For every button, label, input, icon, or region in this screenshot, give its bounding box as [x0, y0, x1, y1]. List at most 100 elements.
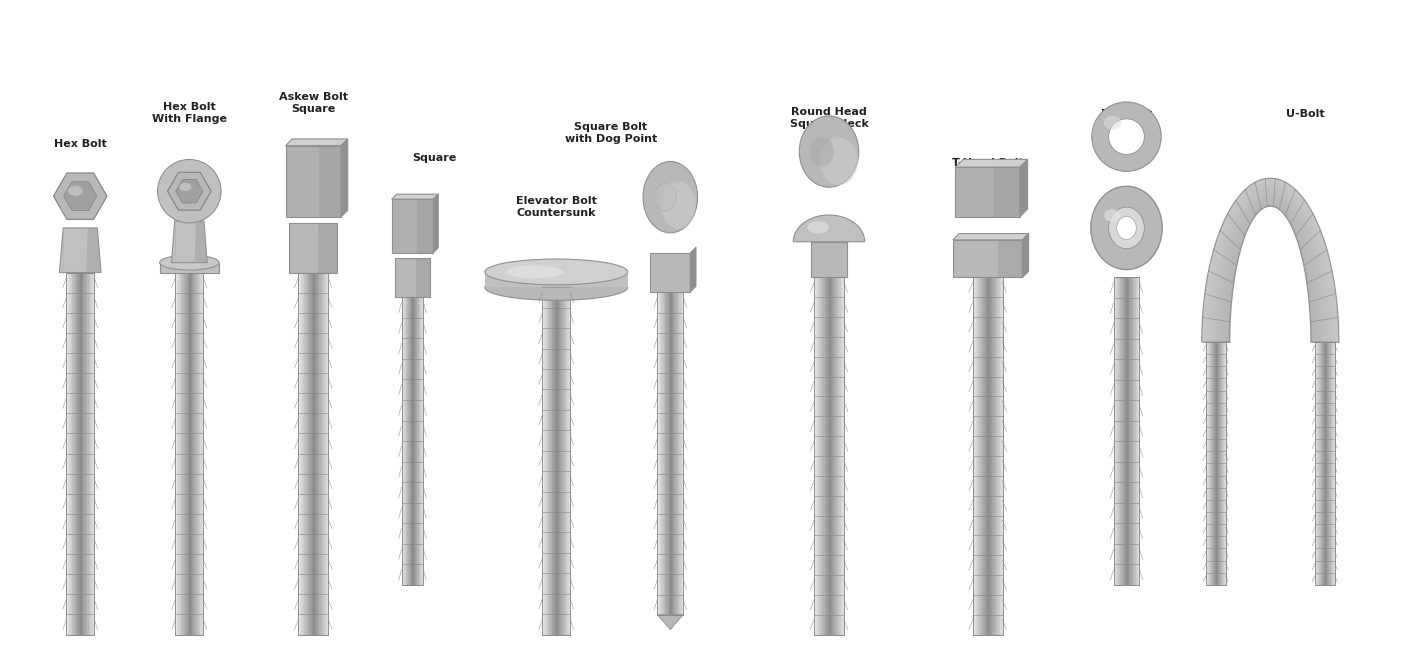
Bar	[564, 288, 565, 634]
Bar	[548, 288, 549, 634]
Ellipse shape	[160, 255, 219, 270]
Bar	[319, 273, 321, 634]
Bar	[67, 273, 68, 634]
Polygon shape	[392, 194, 439, 199]
Polygon shape	[956, 159, 1028, 167]
Bar	[79, 273, 81, 634]
Polygon shape	[953, 234, 1028, 240]
Bar	[310, 273, 312, 634]
Bar	[978, 278, 980, 634]
Bar	[299, 273, 300, 634]
Bar	[843, 278, 844, 634]
Bar	[321, 273, 323, 634]
Bar	[974, 278, 976, 634]
Bar	[316, 273, 317, 634]
Bar	[559, 288, 561, 634]
Bar	[650, 253, 690, 292]
Text: Square Bolt
with Dog Point: Square Bolt with Dog Point	[565, 122, 657, 144]
Text: Askew Bolt
Square: Askew Bolt Square	[279, 92, 348, 114]
Bar	[92, 273, 93, 634]
Bar	[200, 273, 201, 634]
Polygon shape	[1020, 159, 1028, 216]
Polygon shape	[286, 139, 348, 146]
Bar	[817, 278, 818, 634]
Bar	[395, 257, 430, 297]
Bar	[555, 288, 556, 634]
Bar	[552, 288, 554, 634]
Bar	[160, 263, 219, 273]
Bar	[309, 273, 310, 634]
Bar	[327, 273, 329, 634]
Text: Eye Bolt: Eye Bolt	[1100, 109, 1153, 119]
Bar	[1206, 342, 1226, 585]
Bar	[834, 278, 835, 634]
Bar	[840, 278, 841, 634]
Bar	[299, 273, 329, 634]
Ellipse shape	[654, 183, 677, 211]
Circle shape	[157, 159, 221, 223]
Bar	[986, 278, 988, 634]
Bar	[956, 167, 1020, 216]
Ellipse shape	[1103, 116, 1121, 130]
Bar	[549, 288, 551, 634]
Bar	[824, 278, 826, 634]
Bar	[835, 278, 837, 634]
Bar	[92, 273, 95, 634]
Bar	[187, 273, 188, 634]
Bar	[551, 288, 552, 634]
Bar	[816, 278, 817, 634]
Bar	[980, 278, 981, 634]
Circle shape	[1109, 119, 1144, 155]
Bar	[84, 273, 85, 634]
Bar	[74, 273, 75, 634]
Bar	[307, 273, 309, 634]
Bar	[566, 288, 568, 634]
Bar	[953, 240, 1022, 278]
Circle shape	[1092, 102, 1161, 171]
Polygon shape	[416, 257, 430, 297]
Bar	[995, 278, 997, 634]
Bar	[821, 278, 823, 634]
Text: Hex Bolt: Hex Bolt	[54, 138, 106, 149]
Ellipse shape	[68, 185, 82, 196]
Bar	[983, 278, 984, 634]
Text: Square: Square	[412, 153, 457, 163]
Bar	[177, 273, 178, 634]
Polygon shape	[167, 172, 211, 210]
Bar	[1001, 278, 1003, 634]
Bar	[190, 273, 191, 634]
Ellipse shape	[484, 259, 627, 285]
Polygon shape	[690, 247, 697, 292]
Ellipse shape	[180, 183, 191, 191]
Bar	[392, 199, 433, 253]
Bar	[181, 273, 183, 634]
Bar	[198, 273, 200, 634]
Bar	[183, 273, 184, 634]
Ellipse shape	[807, 221, 828, 234]
Bar	[312, 273, 313, 634]
Bar	[823, 278, 824, 634]
Bar	[85, 273, 86, 634]
Polygon shape	[1212, 189, 1328, 342]
Bar	[977, 278, 978, 634]
Bar	[193, 273, 194, 634]
Polygon shape	[176, 179, 202, 203]
Polygon shape	[1205, 182, 1335, 342]
Bar	[75, 273, 76, 634]
Bar	[994, 278, 995, 634]
Bar	[184, 273, 185, 634]
Ellipse shape	[1090, 186, 1163, 269]
Polygon shape	[1202, 179, 1338, 342]
Bar	[814, 278, 844, 634]
Bar	[554, 288, 555, 634]
Polygon shape	[171, 221, 207, 263]
Bar	[838, 278, 840, 634]
Bar	[818, 278, 820, 634]
Bar	[826, 278, 827, 634]
Bar	[317, 273, 320, 634]
Bar	[300, 273, 302, 634]
Polygon shape	[64, 182, 96, 210]
Bar	[841, 278, 843, 634]
Bar	[202, 273, 204, 634]
Bar	[303, 273, 304, 634]
